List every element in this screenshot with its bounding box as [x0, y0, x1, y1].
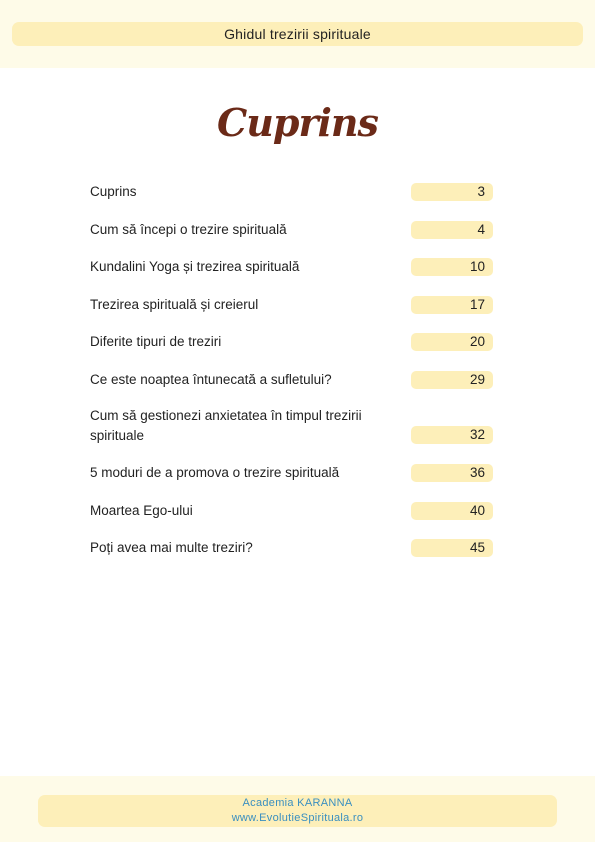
- toc-entry-page: 3: [411, 183, 493, 201]
- toc-entry-page: 10: [411, 258, 493, 276]
- toc-entry-page: 20: [411, 333, 493, 351]
- toc-entry-page: 29: [411, 371, 493, 389]
- header-title: Ghidul trezirii spirituale: [224, 26, 371, 42]
- toc-entry-label: Cum să începi o trezire spirituală: [90, 222, 287, 237]
- toc-entry-page: 40: [411, 502, 493, 520]
- toc-entry-label: Cuprins: [90, 184, 137, 199]
- toc-entry-label: 5 moduri de a promova o trezire spiritua…: [90, 465, 340, 480]
- toc-entry-label: Moartea Ego-ului: [90, 503, 193, 518]
- toc-entry-label: Kundalini Yoga și trezirea spirituală: [90, 259, 300, 274]
- toc-entry-label: Cum să gestionezi anxietatea în timpul t…: [90, 408, 362, 443]
- toc-entry-page: 36: [411, 464, 493, 482]
- toc-entry-label: Poți avea mai multe treziri?: [90, 540, 253, 555]
- page-title: Cuprins: [217, 100, 379, 145]
- toc-entry-page: 32: [411, 426, 493, 444]
- header-bar: Ghidul trezirii spirituale: [12, 22, 583, 46]
- toc-entry-page: 45: [411, 539, 493, 557]
- toc-entry-page: 17: [411, 296, 493, 314]
- footer-bar: Academia KARANNA www.EvolutieSpirituala.…: [38, 795, 557, 827]
- toc-entry-label: Ce este noaptea întunecată a sufletului?: [90, 372, 332, 387]
- footer-website-link[interactable]: www.EvolutieSpirituala.ro: [231, 812, 364, 824]
- toc-entry-label: Diferite tipuri de treziri: [90, 334, 222, 349]
- footer-academy-name: Academia KARANNA: [242, 797, 353, 809]
- toc-entry-label: Trezirea spirituală și creierul: [90, 297, 259, 312]
- toc-entry-page: 4: [411, 221, 493, 239]
